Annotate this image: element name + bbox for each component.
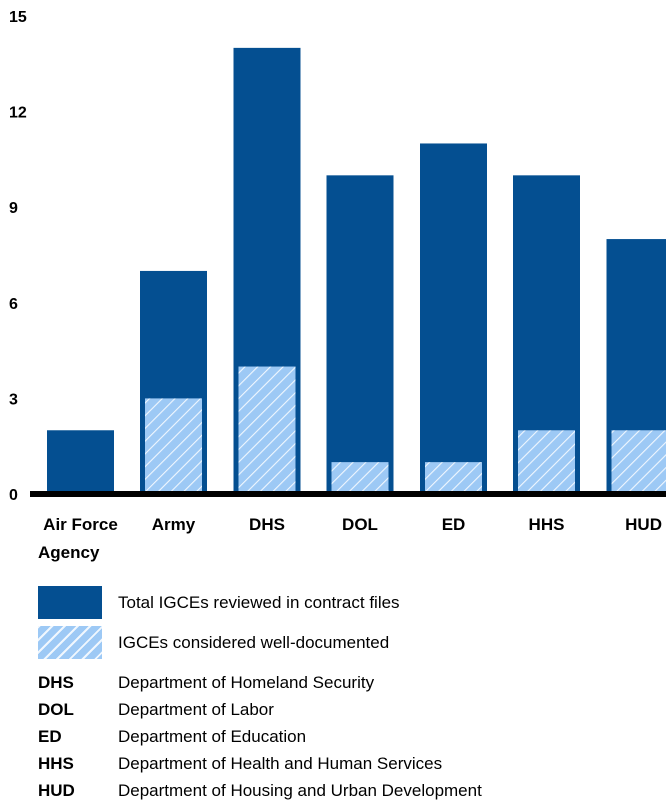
abbreviation-definition: Department of Housing and Urban Developm… — [118, 781, 482, 800]
bar-total — [326, 175, 394, 495]
abbreviation: HHS — [38, 754, 74, 773]
abbreviation: HUD — [38, 781, 75, 800]
legend-label-total: Total IGCEs reviewed in contract files — [118, 592, 400, 612]
abbreviation-definition: Department of Education — [118, 727, 307, 746]
y-tick-label: 0 — [9, 487, 18, 504]
bar-total — [420, 143, 487, 494]
bar-well-documented — [425, 462, 482, 494]
y-tick-label: 12 — [9, 105, 27, 122]
legend-item-total: Total IGCEs reviewed in contract files — [38, 586, 400, 619]
bar-well-documented — [518, 430, 575, 494]
y-tick-label: 9 — [9, 200, 18, 217]
bar-well-documented — [611, 430, 666, 494]
legend-swatch-total — [38, 586, 102, 619]
x-axis-ticks: Air Force Army DHS DOL ED HHS HUD — [43, 515, 662, 534]
x-tick-label: Army — [152, 515, 196, 534]
legend-label-well-documented: IGCEs considered well-documented — [118, 632, 390, 652]
y-axis-ticks: 0 3 6 9 12 15 — [9, 9, 27, 504]
y-tick-label: 6 — [9, 296, 18, 313]
abbreviation-row: DHS Department of Homeland Security — [38, 673, 374, 693]
bar-total — [47, 430, 114, 494]
abbreviation: ED — [38, 727, 62, 746]
abbreviation-row: HUD Department of Housing and Urban Deve… — [38, 781, 482, 801]
x-tick-label: HHS — [529, 515, 565, 534]
abbreviation-definition: Department of Homeland Security — [118, 673, 375, 692]
abbreviation-definition: Department of Health and Human Services — [118, 754, 443, 773]
x-tick-label: HUD — [625, 515, 662, 534]
x-tick-label: DOL — [342, 515, 378, 534]
bar-well-documented — [145, 398, 202, 494]
bars — [47, 47, 666, 495]
x-tick-label: ED — [442, 515, 466, 534]
abbreviation-row: ED Department of Education — [38, 727, 306, 747]
bar-chart: 0 3 6 9 12 15 Air Force Army DHS DOL ED HHS HUD — [9, 9, 666, 534]
abbreviation-definition: Department of Labor — [118, 700, 274, 719]
bar-well-documented — [238, 366, 296, 494]
legend-item-well-documented: IGCEs considered well-documented — [38, 626, 389, 659]
abbreviation: DHS — [38, 673, 74, 692]
legend-swatch-well-documented — [38, 626, 102, 659]
x-axis-label: Agency — [38, 543, 100, 562]
abbreviation-row: DOL Department of Labor — [38, 700, 274, 720]
y-tick-label: 15 — [9, 9, 27, 26]
abbreviation: DOL — [38, 700, 74, 719]
y-tick-label: 3 — [9, 391, 18, 408]
x-tick-label: Air Force — [43, 515, 118, 534]
bar-well-documented — [331, 462, 389, 494]
abbreviation-row: HHS Department of Health and Human Servi… — [38, 754, 442, 774]
x-tick-label: DHS — [249, 515, 285, 534]
